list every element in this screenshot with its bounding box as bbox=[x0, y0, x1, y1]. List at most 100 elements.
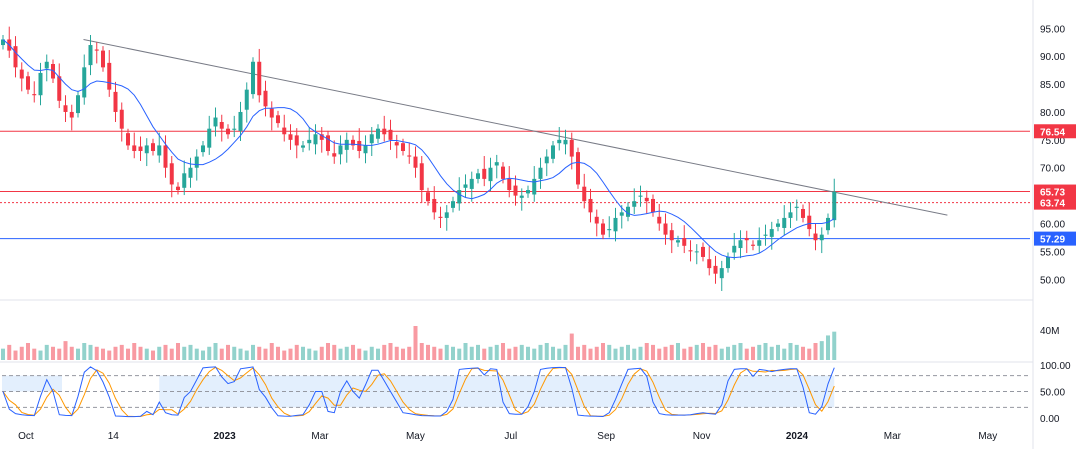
volume-bar bbox=[207, 346, 212, 360]
volume-bar bbox=[219, 348, 224, 360]
candle-body bbox=[488, 167, 493, 182]
volume-bar bbox=[376, 348, 380, 360]
candle-body bbox=[282, 127, 287, 135]
volume-bar bbox=[163, 344, 168, 360]
volume-bar bbox=[563, 344, 568, 360]
volume-bar bbox=[769, 346, 774, 360]
candle-body bbox=[719, 268, 724, 279]
price-axis[interactable]: 95.0090.0085.0080.0075.0070.0065.0060.00… bbox=[1040, 24, 1071, 425]
candle-body bbox=[519, 195, 524, 198]
volume-bar bbox=[13, 350, 18, 360]
candle-body bbox=[263, 90, 268, 107]
volume-bar bbox=[182, 346, 187, 360]
candle-body bbox=[657, 216, 662, 224]
volume-bar bbox=[726, 346, 730, 360]
candle-body bbox=[663, 223, 668, 235]
candle-body bbox=[138, 146, 143, 151]
volume-bar bbox=[501, 343, 505, 360]
price-tick-label: 50.00 bbox=[1040, 275, 1065, 286]
stoch-d-line bbox=[2, 366, 835, 417]
candle-body bbox=[701, 246, 705, 257]
candle-body bbox=[182, 173, 187, 188]
volume-bar bbox=[282, 350, 287, 360]
volume-bar bbox=[694, 344, 699, 360]
candle-body bbox=[401, 143, 405, 151]
volume-bar bbox=[307, 348, 312, 360]
price-tick-label: 75.00 bbox=[1040, 136, 1065, 147]
volume-bar bbox=[188, 344, 193, 360]
volume-bar bbox=[51, 346, 55, 360]
candle-body bbox=[432, 198, 437, 213]
volume-bar bbox=[426, 344, 430, 360]
candle-body bbox=[82, 67, 87, 98]
volume-bar bbox=[38, 350, 43, 360]
trendline[interactable] bbox=[83, 38, 948, 216]
volume-bar bbox=[744, 348, 749, 360]
time-axis[interactable]: Oct 14 2023 Mar May Jul Sep Nov 2024 Mar May bbox=[18, 431, 997, 442]
candle-body bbox=[726, 256, 730, 269]
candle-body bbox=[163, 145, 168, 168]
volume-bar bbox=[76, 348, 80, 360]
candle-body bbox=[226, 128, 230, 135]
candle-body bbox=[126, 133, 130, 146]
candle-body bbox=[376, 128, 380, 139]
candle-body bbox=[188, 167, 193, 178]
volume-bar bbox=[551, 346, 555, 360]
candle-body bbox=[194, 156, 199, 168]
time-tick-label: Jul bbox=[504, 431, 517, 442]
volume-bar bbox=[582, 344, 587, 360]
candle-body bbox=[276, 115, 280, 124]
volume-bar bbox=[338, 348, 343, 360]
volume-bar bbox=[451, 346, 455, 360]
time-tick-label: 14 bbox=[108, 431, 120, 442]
volume-bar bbox=[513, 346, 518, 360]
volume-bar bbox=[682, 348, 687, 360]
candle-body bbox=[557, 139, 562, 144]
candle-body bbox=[413, 156, 418, 168]
candle-body bbox=[63, 105, 68, 112]
time-tick-label: Mar bbox=[884, 431, 902, 442]
candle-body bbox=[69, 111, 74, 118]
price-tick-label: 85.00 bbox=[1040, 80, 1065, 91]
time-tick-label: Mar bbox=[311, 431, 329, 442]
price-badge-label: 76.54 bbox=[1040, 127, 1065, 138]
time-tick-label: Oct bbox=[18, 431, 34, 442]
candle-body bbox=[232, 128, 237, 130]
volume-bar bbox=[544, 343, 549, 360]
candle-body bbox=[444, 212, 449, 218]
volume-bar bbox=[26, 343, 30, 360]
candle-body bbox=[588, 198, 593, 213]
volume-bar bbox=[288, 348, 293, 360]
volume-bar bbox=[119, 344, 124, 360]
volume-bar bbox=[57, 348, 62, 360]
volume-bar bbox=[469, 346, 474, 360]
volume-bar bbox=[332, 344, 337, 360]
candle-body bbox=[788, 212, 793, 218]
candle-body bbox=[351, 139, 355, 146]
trendline-line[interactable] bbox=[83, 38, 948, 216]
volume-bar bbox=[32, 348, 37, 360]
candle-body bbox=[338, 145, 343, 155]
volume-bar bbox=[194, 348, 199, 360]
candle-body bbox=[469, 178, 474, 189]
volume-bar bbox=[482, 348, 487, 360]
candle-body bbox=[407, 155, 412, 157]
candle-body bbox=[632, 201, 637, 207]
candle-body bbox=[44, 61, 49, 69]
candle-body bbox=[551, 145, 555, 159]
volume-bar bbox=[213, 343, 218, 360]
candle-body bbox=[594, 216, 599, 224]
candle-body bbox=[613, 217, 618, 232]
candle-body bbox=[57, 76, 62, 101]
volume-bar bbox=[113, 346, 118, 360]
volume-bar bbox=[319, 346, 324, 360]
volume-bar bbox=[713, 344, 718, 360]
candle-body bbox=[751, 244, 755, 246]
candle-body bbox=[294, 135, 299, 146]
candle-body bbox=[776, 223, 780, 227]
volume-bar bbox=[169, 348, 174, 360]
candle-body bbox=[19, 69, 24, 79]
candle-body bbox=[501, 166, 505, 179]
